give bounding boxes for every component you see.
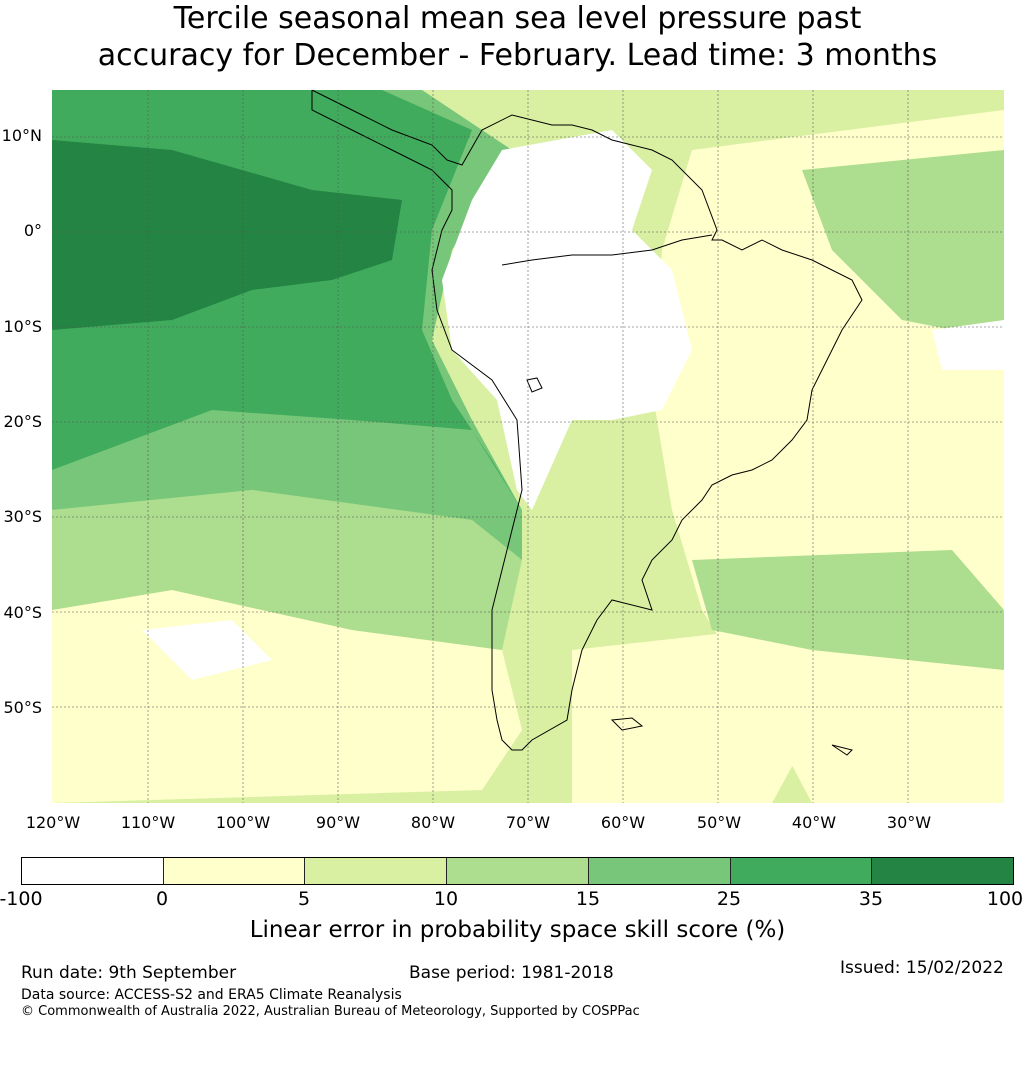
field-10-15-pacific: [52, 490, 522, 650]
lake-titicaca: [526, 377, 543, 393]
colorbar-tick-0: 0: [155, 888, 169, 910]
base-period: Base period: 1981-2018: [409, 963, 614, 983]
colorbar-tick-neg100: -100: [0, 888, 43, 910]
title-line-1: Tercile seasonal mean sea level pressure…: [173, 1, 862, 36]
colorbar-segment-6: [872, 858, 1014, 884]
colorbar-segment-0: [22, 858, 164, 884]
skill-score-map: [52, 90, 1004, 803]
lat-label-30s: 30°S: [3, 507, 42, 526]
colorbar-segment-5: [730, 858, 873, 884]
lat-label-10n: 10°N: [1, 126, 42, 145]
lat-label-20s: 20°S: [3, 412, 42, 431]
field-10-15-atlantic: [802, 150, 1004, 340]
field-negative-pacific-south: [142, 620, 272, 680]
south-georgia: [831, 744, 853, 756]
lon-label-60w: 60°W: [600, 813, 646, 832]
lon-label-30w: 30°W: [886, 813, 932, 832]
colorbar-tick-100: 100: [986, 888, 1024, 910]
lon-label-90w: 90°W: [315, 813, 361, 832]
map-title: Tercile seasonal mean sea level pressure…: [0, 0, 1035, 74]
colorbar: [21, 857, 1014, 885]
colorbar-segment-3: [447, 858, 589, 884]
falkland-islands: [610, 717, 644, 731]
lat-label-0: 0°: [23, 221, 42, 240]
colorbar-segment-4: [588, 858, 731, 884]
colorbar-tick-10: 10: [433, 888, 459, 910]
lon-label-70w: 70°W: [505, 813, 551, 832]
lon-label-80w: 80°W: [410, 813, 456, 832]
colorbar-label: Linear error in probability space skill …: [249, 917, 786, 943]
field-0-5-south-atlantic: [572, 630, 812, 803]
lon-label-50w: 50°W: [696, 813, 742, 832]
colorbar-tick-5: 5: [297, 888, 311, 910]
colorbar-tick-25: 25: [716, 888, 742, 910]
copyright-notice: © Commonwealth of Australia 2022, Austra…: [21, 1004, 640, 1019]
lon-label-40w: 40°W: [791, 813, 837, 832]
field-35-100-pacific: [52, 140, 402, 330]
data-source: Data source: ACCESS-S2 and ERA5 Climate …: [21, 987, 402, 1003]
run-date: Run date: 9th September: [21, 963, 237, 983]
amazon-river: [501, 234, 713, 266]
issued-date: Issued: 15/02/2022: [840, 958, 1004, 978]
lon-label-100w: 100°W: [215, 813, 271, 832]
lon-label-120w: 120°W: [25, 813, 81, 832]
colorbar-tick-35: 35: [858, 888, 884, 910]
title-line-2: accuracy for December - February. Lead t…: [97, 38, 938, 73]
lat-label-40s: 40°S: [3, 603, 42, 622]
south-america-coastline: [311, 90, 863, 751]
field-negative-amazon: [442, 130, 692, 510]
colorbar-tick-15: 15: [575, 888, 601, 910]
lat-label-10s: 10°S: [3, 317, 42, 336]
field-negative-atlantic: [932, 320, 1004, 370]
colorbar-segment-1: [163, 858, 306, 884]
lon-label-110w: 110°W: [120, 813, 176, 832]
field-10-15-south-atl: [692, 550, 1004, 670]
colorbar-segment-2: [305, 858, 448, 884]
lat-label-50s: 50°S: [3, 698, 42, 717]
map-gridlines: [52, 90, 1004, 803]
